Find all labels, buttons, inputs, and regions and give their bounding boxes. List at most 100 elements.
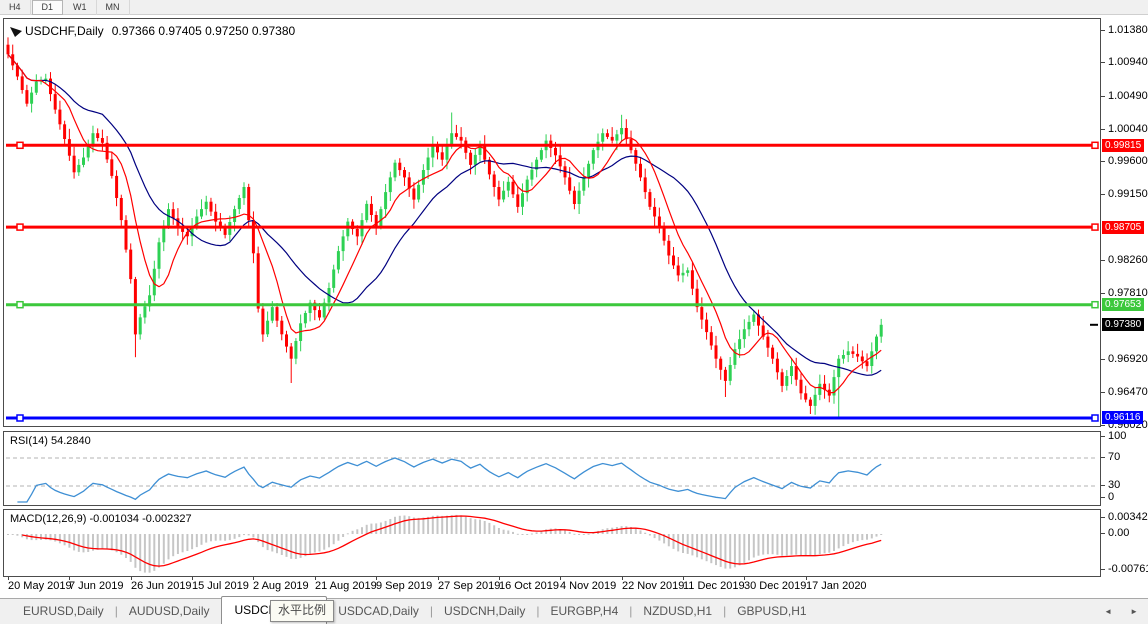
axis-tick bbox=[1101, 161, 1105, 162]
time-axis-tick bbox=[744, 577, 745, 580]
time-axis[interactable]: 20 May 2019 7 Jun 2019 26 Jun 2019 15 Jul 2… bbox=[3, 577, 1101, 595]
level-price-badge: 0.97653 bbox=[1102, 298, 1145, 311]
rsi-label: RSI(14) 54.2840 bbox=[10, 435, 91, 447]
axis-tick bbox=[1101, 392, 1105, 393]
price-tick-label: 1.01380 bbox=[1108, 24, 1148, 36]
tooltip-text: 水平比例 bbox=[278, 603, 327, 617]
rsi-indicator-panel[interactable]: RSI(14) 54.2840 bbox=[3, 431, 1101, 506]
time-axis-tick bbox=[8, 577, 9, 580]
current-price-badge: 0.97380 bbox=[1102, 318, 1145, 331]
axis-tick bbox=[1101, 194, 1105, 195]
time-axis-tick bbox=[806, 577, 807, 580]
macd-tick-label: 0.003428 bbox=[1108, 511, 1148, 523]
macd-tick-label: 0.00 bbox=[1108, 527, 1130, 539]
rsi-tick-label: 30 bbox=[1108, 479, 1121, 491]
time-axis-tick bbox=[438, 577, 439, 580]
tab-scroll-right-button[interactable]: ► bbox=[1130, 607, 1138, 616]
chart-title: USDCHF,Daily 0.97366 0.97405 0.97250 0.97… bbox=[25, 24, 295, 38]
timeframe-toolbar: H4 D1 W1 MN bbox=[0, 0, 1148, 15]
price-tick-label: 0.98260 bbox=[1108, 254, 1148, 266]
time-axis-tick bbox=[683, 577, 684, 580]
axis-tick bbox=[1101, 533, 1105, 534]
axis-tick bbox=[1101, 569, 1105, 570]
level-price-badge: 0.96116 bbox=[1102, 411, 1144, 424]
tab-separator: | bbox=[629, 604, 633, 618]
axis-tick bbox=[1101, 436, 1105, 437]
tab-separator: | bbox=[723, 604, 727, 618]
axis-tick bbox=[1101, 425, 1105, 426]
price-tick-label: 0.96920 bbox=[1108, 353, 1148, 365]
tab-nzdusd-h1[interactable]: NZDUSD,H1 bbox=[643, 604, 713, 618]
tab-scroll-left-button[interactable]: ◄ bbox=[1104, 607, 1113, 616]
price-tick-label: 0.99600 bbox=[1108, 155, 1148, 167]
price-tick-label: 1.00040 bbox=[1108, 123, 1148, 135]
main-chart-panel[interactable]: USDCHF,Daily 0.97366 0.97405 0.97250 0.97… bbox=[3, 18, 1101, 427]
macd-tick-label: -0.007615 bbox=[1108, 563, 1148, 575]
axis-tick bbox=[1101, 62, 1105, 63]
macd-label: MACD(12,26,9) -0.001034 -0.002327 bbox=[10, 513, 192, 525]
tab-audusd-daily[interactable]: AUDUSD,Daily bbox=[128, 604, 210, 618]
time-axis-tick bbox=[192, 577, 193, 580]
timeframe-button-d1[interactable]: D1 bbox=[31, 0, 64, 15]
price-tick-label: 0.97810 bbox=[1108, 287, 1148, 299]
price-tick-label: 1.00490 bbox=[1108, 90, 1148, 102]
level-price-badge: 0.99815 bbox=[1102, 139, 1145, 152]
timeframe-button-w1[interactable]: W1 bbox=[64, 0, 97, 15]
main-chart-svg bbox=[6, 37, 1099, 422]
axis-tick bbox=[1101, 359, 1105, 360]
tab-usdcnh-daily[interactable]: USDCNH,Daily bbox=[444, 604, 526, 618]
tab-gbpusd-h1[interactable]: GBPUSD,H1 bbox=[737, 604, 807, 618]
tab-eurgbp-h4[interactable]: EURGBP,H4 bbox=[550, 604, 619, 618]
time-axis-tick bbox=[376, 577, 377, 580]
time-axis-tick bbox=[560, 577, 561, 580]
macd-svg bbox=[7, 514, 883, 573]
price-tick-label: 0.99150 bbox=[1108, 188, 1148, 200]
axis-tick bbox=[1101, 129, 1105, 130]
price-tick-label: 0.96470 bbox=[1108, 386, 1148, 398]
tab-separator: | bbox=[114, 604, 118, 618]
price-axis[interactable]: 1.01380 1.00940 1.00490 1.00040 0.99600 0.991… bbox=[1101, 15, 1148, 598]
time-axis-tick bbox=[622, 577, 623, 580]
tab-usdcad-daily[interactable]: USDCAD,Daily bbox=[338, 604, 419, 618]
axis-tick bbox=[1101, 497, 1105, 498]
macd-indicator-panel[interactable]: MACD(12,26,9) -0.001034 -0.002327 bbox=[3, 509, 1101, 577]
rsi-tick-label: 100 bbox=[1108, 430, 1127, 442]
date-tick-label: 27 Sep 2019 bbox=[438, 580, 501, 592]
axis-tick bbox=[1101, 293, 1105, 294]
date-tick-label: 17 Jan 2020 bbox=[806, 580, 867, 592]
time-axis-tick bbox=[315, 577, 316, 580]
date-tick-label: 11 Dec 2019 bbox=[683, 580, 745, 592]
date-tick-label: 2 Aug 2019 bbox=[253, 580, 309, 592]
date-tick-label: 26 Jun 2019 bbox=[131, 580, 192, 592]
level-price-badge: 0.98705 bbox=[1102, 221, 1145, 234]
timeframe-button-mn[interactable]: MN bbox=[97, 0, 130, 15]
tab-separator: | bbox=[429, 604, 433, 618]
axis-tick bbox=[1101, 260, 1105, 261]
chart-ohlc-values: 0.97366 0.97405 0.97250 0.97380 bbox=[111, 24, 296, 38]
timeframe-button-h4[interactable]: H4 bbox=[0, 0, 31, 15]
price-tick-label: 1.00940 bbox=[1108, 56, 1148, 68]
tooltip: 水平比例 bbox=[270, 600, 335, 622]
rsi-tick-label: 0 bbox=[1108, 491, 1115, 503]
tab-eurusd-daily[interactable]: EURUSD,Daily bbox=[23, 604, 104, 618]
axis-tick bbox=[1101, 96, 1105, 97]
rsi-tick-label: 70 bbox=[1108, 451, 1121, 463]
rsi-svg bbox=[6, 457, 1098, 503]
axis-tick bbox=[1101, 457, 1105, 458]
time-axis-tick bbox=[499, 577, 500, 580]
date-tick-label: 21 Aug 2019 bbox=[315, 580, 377, 592]
tab-scroll-controls: ◄ ► bbox=[1104, 607, 1148, 624]
date-tick-label: 7 Jun 2019 bbox=[69, 580, 124, 592]
date-tick-label: 30 Dec 2019 bbox=[744, 580, 807, 592]
date-tick-label: 4 Nov 2019 bbox=[560, 580, 617, 592]
time-axis-tick bbox=[131, 577, 132, 580]
date-tick-label: 16 Oct 2019 bbox=[499, 580, 559, 592]
chart-symbol-label: USDCHF,Daily bbox=[25, 24, 104, 38]
date-tick-label: 9 Sep 2019 bbox=[376, 580, 433, 592]
axis-tick bbox=[1101, 30, 1105, 31]
axis-tick bbox=[1101, 485, 1105, 486]
axis-tick bbox=[1101, 517, 1105, 518]
time-axis-tick bbox=[253, 577, 254, 580]
chart-tab-bar: EURUSD,Daily|AUDUSD,DailyUSDCHF,DailyUSD… bbox=[0, 596, 1148, 624]
date-tick-label: 20 May 2019 bbox=[8, 580, 72, 592]
